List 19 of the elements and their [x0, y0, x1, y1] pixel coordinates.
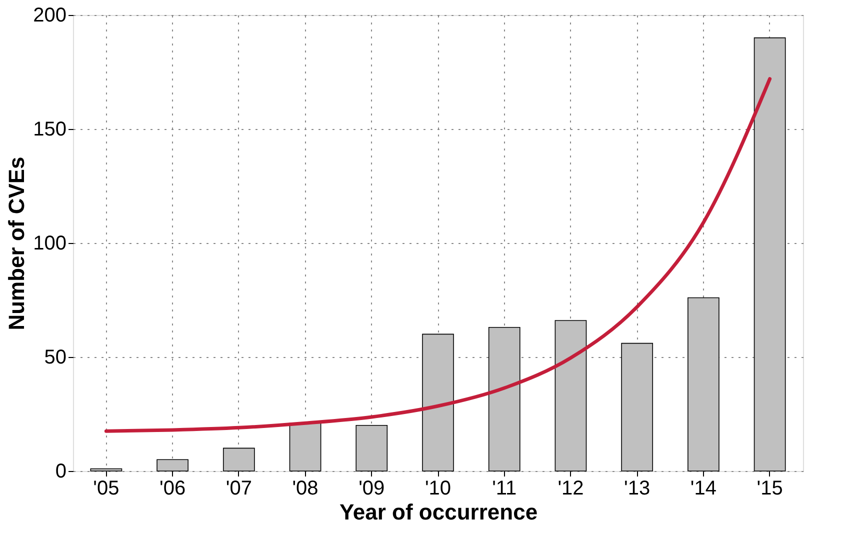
y-tick-label: 200	[33, 4, 66, 26]
y-tick-label: 50	[44, 346, 66, 368]
x-tick-label: '12	[558, 478, 584, 500]
y-tick-label: 100	[33, 232, 66, 254]
x-tick-label: '05	[93, 478, 120, 500]
x-tick-label: '08	[292, 478, 318, 500]
x-tick-label: '13	[624, 478, 650, 500]
x-tick-label: '07	[226, 478, 252, 500]
x-tick-label: '09	[358, 478, 385, 500]
x-tick-label: '06	[160, 478, 186, 500]
y-tick-label: 0	[55, 460, 66, 482]
x-tick-label: '10	[424, 478, 452, 500]
y-axis-title: Number of CVEs	[4, 156, 30, 330]
line-series	[104, 77, 772, 433]
x-tick-label: '11	[492, 478, 517, 500]
y-tick-label: 150	[33, 118, 66, 140]
x-tick-label: '14	[690, 478, 716, 500]
x-axis-title: Year of occurrence	[339, 500, 538, 524]
x-tick-label: '15	[756, 478, 783, 500]
